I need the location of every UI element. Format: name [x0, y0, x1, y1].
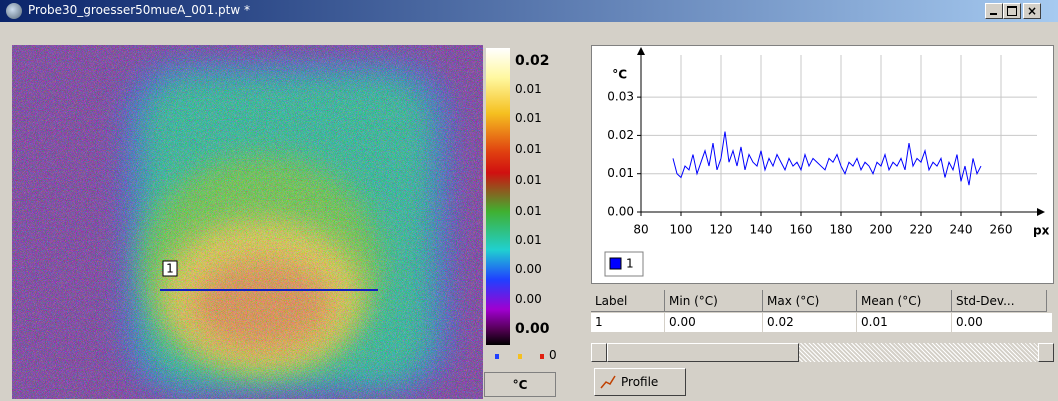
- x-axis-label: px: [1033, 224, 1050, 238]
- y-tick-label: 0.01: [607, 166, 634, 180]
- line-label: 1: [166, 262, 174, 276]
- table-cell: 0.02: [763, 313, 857, 332]
- scale-label: 0.01: [515, 173, 542, 187]
- x-tick-label: 100: [670, 223, 693, 237]
- x-tick-label: 200: [870, 223, 893, 237]
- x-tick-label: 240: [950, 223, 973, 237]
- table-cell: 1: [591, 313, 665, 332]
- horizontal-scrollbar[interactable]: [591, 343, 1054, 362]
- minimize-button[interactable]: [985, 3, 1003, 19]
- scale-label: 0.02: [515, 53, 550, 69]
- scale-label: 0.00: [515, 292, 542, 306]
- y-tick-label: 0.03: [607, 90, 634, 104]
- profile-chart: 80 100 120 140 160 180 200 220 240 260 0.00 0.01 0.0…: [591, 45, 1054, 284]
- x-tick-label: 180: [830, 223, 853, 237]
- x-tick-label: 80: [633, 223, 648, 237]
- column-header[interactable]: Std-Dev...: [952, 290, 1047, 312]
- thermal-image: 1: [12, 45, 483, 399]
- table-cell: 0.01: [857, 313, 952, 332]
- x-tick-label: 140: [750, 223, 773, 237]
- unit-button[interactable]: °C: [484, 372, 556, 397]
- legend-label: 1: [626, 257, 634, 271]
- scale-label: 0.00: [515, 262, 542, 276]
- title-bar: Probe30_groesser50mueA_001.ptw * ×: [0, 0, 1058, 22]
- app-window: Probe30_groesser50mueA_001.ptw * × 1 0.0…: [0, 0, 1058, 401]
- scroll-thumb[interactable]: [607, 343, 799, 362]
- column-header[interactable]: Mean (°C): [857, 290, 952, 312]
- x-tick-label: 160: [790, 223, 813, 237]
- profile-line: [673, 132, 981, 186]
- scroll-right[interactable]: [1038, 343, 1054, 362]
- table-cell: 0.00: [665, 313, 763, 332]
- x-axis-arrow: [1037, 208, 1045, 216]
- maximize-button[interactable]: [1003, 3, 1021, 19]
- window-title: Probe30_groesser50mueA_001.ptw *: [28, 3, 250, 17]
- marker-icon: [495, 354, 499, 359]
- close-button[interactable]: ×: [1023, 3, 1041, 19]
- x-tick-label: 120: [710, 223, 733, 237]
- scale-label: 0.01: [515, 233, 542, 247]
- profile-tab[interactable]: Profile: [594, 368, 686, 396]
- table-cell: 0.00: [952, 313, 1053, 332]
- legend-swatch: [610, 258, 621, 269]
- color-scale: [486, 48, 510, 345]
- y-axis-arrow: [637, 47, 645, 55]
- marker-label: 0: [549, 348, 557, 362]
- scroll-left[interactable]: [591, 343, 607, 362]
- x-tick-label: 220: [910, 223, 933, 237]
- y-tick-label: 0.00: [607, 205, 634, 219]
- column-header[interactable]: Label: [591, 290, 665, 312]
- x-tick-label: 260: [990, 223, 1013, 237]
- y-axis-label: °C: [612, 68, 627, 82]
- scale-label: 0.00: [515, 321, 550, 337]
- app-icon: [6, 3, 22, 19]
- scale-label: 0.01: [515, 82, 542, 96]
- y-tick-label: 0.02: [607, 128, 634, 142]
- tab-icon: [600, 375, 616, 389]
- column-header[interactable]: Max (°C): [763, 290, 857, 312]
- marker-icon: [518, 354, 522, 359]
- scale-label: 0.01: [515, 204, 542, 218]
- column-header[interactable]: Min (°C): [665, 290, 763, 312]
- scale-label: 0.01: [515, 142, 542, 156]
- scale-label: 0.01: [515, 111, 542, 125]
- tab-label: Profile: [621, 375, 658, 389]
- marker-icon: [540, 354, 544, 359]
